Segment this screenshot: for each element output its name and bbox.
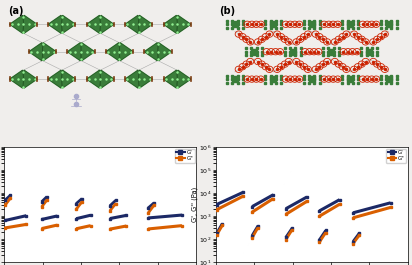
Polygon shape [23,15,37,33]
Legend: G', G": G', G" [175,149,195,163]
Polygon shape [68,43,81,61]
Polygon shape [62,70,75,88]
Polygon shape [29,43,42,61]
Polygon shape [119,43,133,61]
Polygon shape [10,15,23,33]
Polygon shape [23,70,37,88]
Polygon shape [10,70,23,88]
Polygon shape [100,15,114,33]
Polygon shape [139,15,152,33]
Polygon shape [164,15,177,33]
Polygon shape [177,15,191,33]
Polygon shape [106,43,119,61]
Text: (b): (b) [220,6,236,16]
Polygon shape [42,43,56,61]
Polygon shape [144,43,158,61]
Polygon shape [48,70,62,88]
Text: (a): (a) [8,6,23,16]
Y-axis label: G', G'' (Pa): G', G'' (Pa) [191,187,197,222]
Polygon shape [100,70,114,88]
Polygon shape [125,70,139,88]
Polygon shape [125,15,139,33]
Polygon shape [81,43,95,61]
Polygon shape [177,70,191,88]
Polygon shape [62,15,75,33]
Legend: G', G": G', G" [386,149,406,163]
Polygon shape [164,70,177,88]
Polygon shape [87,70,100,88]
Polygon shape [139,70,152,88]
Polygon shape [87,15,100,33]
Polygon shape [48,15,62,33]
Polygon shape [158,43,171,61]
